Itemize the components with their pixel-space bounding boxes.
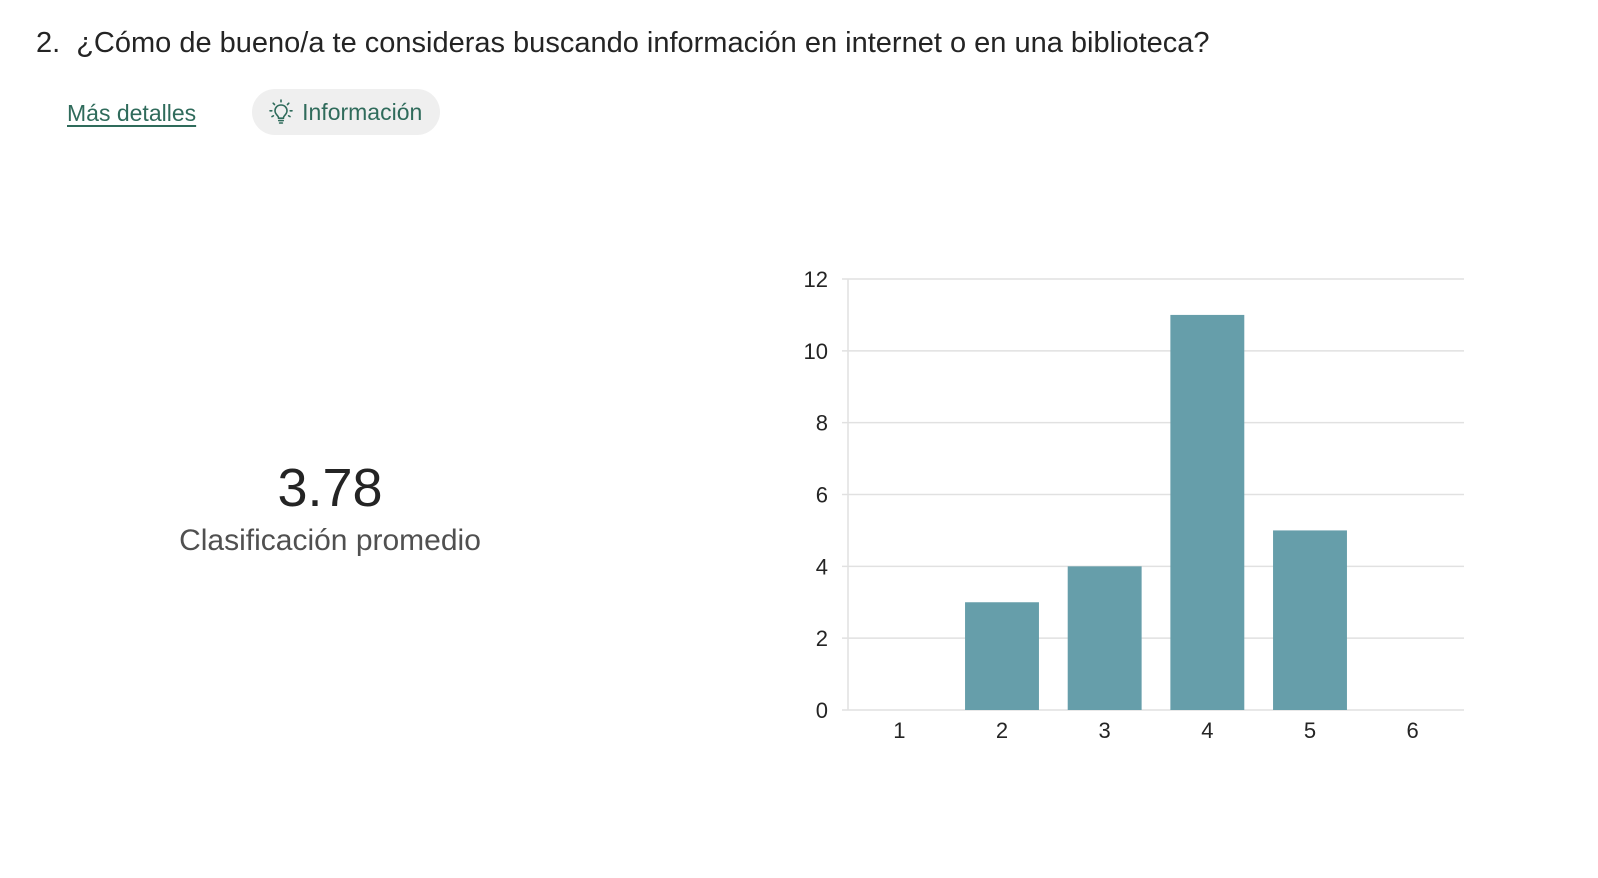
lightbulb-icon (269, 99, 293, 124)
insights-button-label: Información (302, 98, 423, 125)
question-actions: Más detalles Información (67, 89, 441, 135)
x-tick-label: 2 (996, 718, 1008, 743)
bar-rating-5 (1273, 530, 1347, 710)
y-tick-label: 10 (804, 339, 828, 364)
question-title: 2. ¿Cómo de bueno/a te consideras buscand… (36, 22, 1210, 64)
bar-rating-2 (965, 602, 1039, 710)
average-rating-label: Clasificación promedio (179, 524, 481, 557)
x-tick-label: 6 (1407, 718, 1419, 743)
average-rating-value: 3.78 (277, 458, 383, 518)
question-text: ¿Cómo de bueno/a te consideras buscando … (76, 27, 1210, 59)
y-tick-label: 8 (816, 411, 828, 436)
x-tick-label: 1 (893, 718, 905, 743)
question-number: 2. (36, 27, 61, 59)
y-tick-label: 2 (816, 626, 828, 651)
average-rating-summary: 3.78 Clasificación promedio (130, 455, 530, 561)
y-tick-label: 4 (816, 554, 828, 579)
x-tick-label: 3 (1099, 718, 1111, 743)
y-tick-label: 6 (816, 483, 828, 508)
y-tick-label: 12 (804, 267, 828, 292)
x-tick-label: 4 (1201, 718, 1213, 743)
more-details-link[interactable]: Más detalles (67, 100, 197, 126)
insights-button[interactable]: Información (252, 89, 441, 135)
y-tick-label: 0 (816, 698, 828, 723)
bar-rating-4 (1170, 314, 1245, 710)
x-tick-label: 5 (1304, 718, 1316, 743)
bar-rating-3 (1067, 566, 1142, 710)
